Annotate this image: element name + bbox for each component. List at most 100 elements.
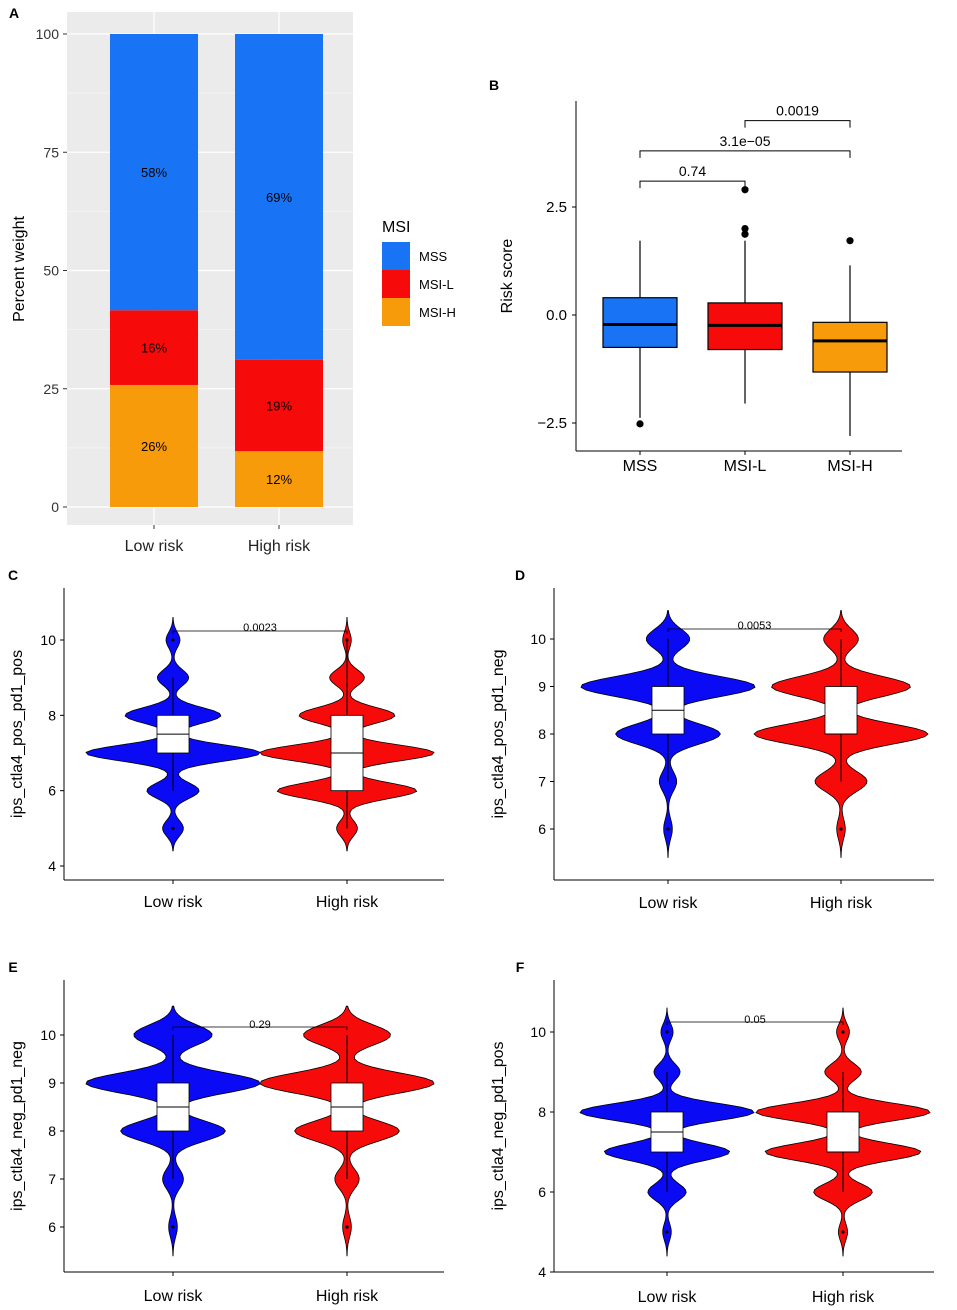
bar-data-label: 16% <box>141 341 167 356</box>
violin-outlier <box>665 1230 669 1234</box>
panel-e-ytick-label: 6 <box>48 1219 56 1235</box>
panel-label-a: A <box>9 5 19 21</box>
panel-a-ytick-label: 50 <box>43 263 59 279</box>
significance-pvalue: 0.0019 <box>776 103 819 119</box>
box-outlier <box>741 186 749 194</box>
panel-c-xtick-label: High risk <box>316 894 379 911</box>
significance-pvalue: 3.1e−05 <box>720 133 771 149</box>
panel-a-ytick-label: 100 <box>36 26 60 42</box>
legend-entry: MSS <box>419 249 448 264</box>
significance-pvalue: 0.05 <box>744 1014 765 1026</box>
panel-d-ytick-label: 10 <box>530 631 546 647</box>
panel-f-ytick-label: 6 <box>538 1184 546 1200</box>
bar-segment-msi-l <box>110 310 198 385</box>
panel-c-xtick-label: Low risk <box>144 894 204 911</box>
panel-c-ytick-label: 6 <box>48 783 56 799</box>
legend-entry: MSI-L <box>419 277 454 292</box>
panel-e-ytick-label: 8 <box>48 1123 56 1139</box>
significance-bracket <box>639 150 851 158</box>
panel-a-xtick-label: Low risk <box>125 538 185 555</box>
panel-f-xtick-label: Low risk <box>638 1289 698 1306</box>
panel-d-xtick-label: High risk <box>810 895 873 912</box>
panel-b-ylabel: Risk score <box>499 239 516 314</box>
bar-data-label: 12% <box>266 472 292 487</box>
panel-e-ylabel: ips_ctla4_neg_pd1_neg <box>9 1041 26 1211</box>
panel-a-xtick-label: High risk <box>248 538 311 555</box>
bar-segment-msi-h <box>235 451 323 507</box>
bar-segment-mss <box>235 34 323 360</box>
panel-a-ytick-label: 25 <box>43 381 59 397</box>
significance-bracket <box>744 120 851 128</box>
significance-pvalue: 0.0023 <box>243 622 277 634</box>
violin-outlier <box>171 1225 175 1229</box>
panel-b-ytick-label: 0.0 <box>546 307 567 324</box>
bar-data-label: 58% <box>141 165 167 180</box>
panel-a-ytick-label: 0 <box>51 499 59 515</box>
panel-a-ylabel: Percent weight <box>11 216 28 322</box>
legend-swatch-msi-h <box>382 298 410 326</box>
violin-outlier <box>345 638 349 642</box>
panel-e-xtick-label: Low risk <box>144 1288 204 1305</box>
panel-d-ylabel: ips_ctla4_pos_pd1_neg <box>490 649 507 818</box>
significance-pvalue: 0.0053 <box>738 620 772 632</box>
panel-c-ytick-label: 8 <box>48 707 56 723</box>
panel-d-ytick-label: 8 <box>538 726 546 742</box>
panel-e-ytick-label: 7 <box>48 1171 56 1187</box>
violin-outlier <box>839 827 843 831</box>
violin-outlier <box>841 1030 845 1034</box>
panel-label-d: D <box>515 567 525 583</box>
panel-a-ytick-label: 75 <box>43 144 59 160</box>
violin-box <box>824 686 858 735</box>
significance-bracket <box>639 180 746 189</box>
panel-f-ylabel: ips_ctla4_neg_pd1_pos <box>490 1041 507 1210</box>
box-outlier <box>741 230 749 238</box>
box-outlier <box>741 225 749 233</box>
bar-data-label: 69% <box>266 190 292 205</box>
box-mss <box>602 297 678 349</box>
violin-outlier <box>345 1225 349 1229</box>
panel-d-ytick-label: 6 <box>538 821 546 837</box>
bar-data-label: 19% <box>266 399 292 414</box>
panel-label-b: B <box>489 77 499 93</box>
box-outlier <box>846 237 854 245</box>
violin-outlier <box>841 1230 845 1234</box>
box-outlier <box>636 420 644 428</box>
box-msi-h <box>812 321 888 373</box>
panel-f-ytick-label: 8 <box>538 1104 546 1120</box>
violin-box <box>826 1111 860 1153</box>
legend-entry: MSI-H <box>419 305 456 320</box>
panel-d-xtick-label: Low risk <box>639 895 699 912</box>
panel-c-ylabel: ips_ctla4_pos_pd1_pos <box>9 650 26 818</box>
legend-swatch-msi-l <box>382 270 410 298</box>
panel-b-xtick-label: MSI-L <box>724 458 767 475</box>
panel-b-xtick-label: MSI-H <box>827 458 872 475</box>
violin-outlier <box>171 638 175 642</box>
violin-outlier <box>665 1030 669 1034</box>
panel-b-xtick-label: MSS <box>623 458 658 475</box>
panel-label-c: C <box>8 567 18 583</box>
panel-b-ytick-label: −2.5 <box>537 415 567 432</box>
panel-c-ytick-label: 4 <box>48 858 56 874</box>
panel-f-ytick-label: 4 <box>538 1264 546 1280</box>
panel-e-xtick-label: High risk <box>316 1288 379 1305</box>
panel-d-ytick-label: 9 <box>538 679 546 695</box>
bar-data-label: 26% <box>141 439 167 454</box>
significance-bracket <box>666 1021 844 1025</box>
panel-label-f: F <box>516 959 525 975</box>
legend-swatch-mss <box>382 242 410 270</box>
panel-label-e: E <box>8 959 17 975</box>
panel-d-ytick-label: 7 <box>538 774 546 790</box>
significance-bracket <box>172 630 348 634</box>
panel-f-ytick-label: 10 <box>530 1024 546 1040</box>
panel-f-xtick-label: High risk <box>812 1289 875 1306</box>
significance-pvalue: 0.29 <box>249 1019 270 1031</box>
bar-segment-msi-h <box>110 384 198 507</box>
violin-outlier <box>171 826 175 830</box>
panel-c-ytick-label: 10 <box>40 632 56 648</box>
panel-b-ytick-label: 2.5 <box>546 199 567 216</box>
panel-e-ytick-label: 10 <box>40 1027 56 1043</box>
bar-segment-mss <box>110 34 198 311</box>
violin-outlier <box>666 827 670 831</box>
panel-e-ytick-label: 9 <box>48 1075 56 1091</box>
